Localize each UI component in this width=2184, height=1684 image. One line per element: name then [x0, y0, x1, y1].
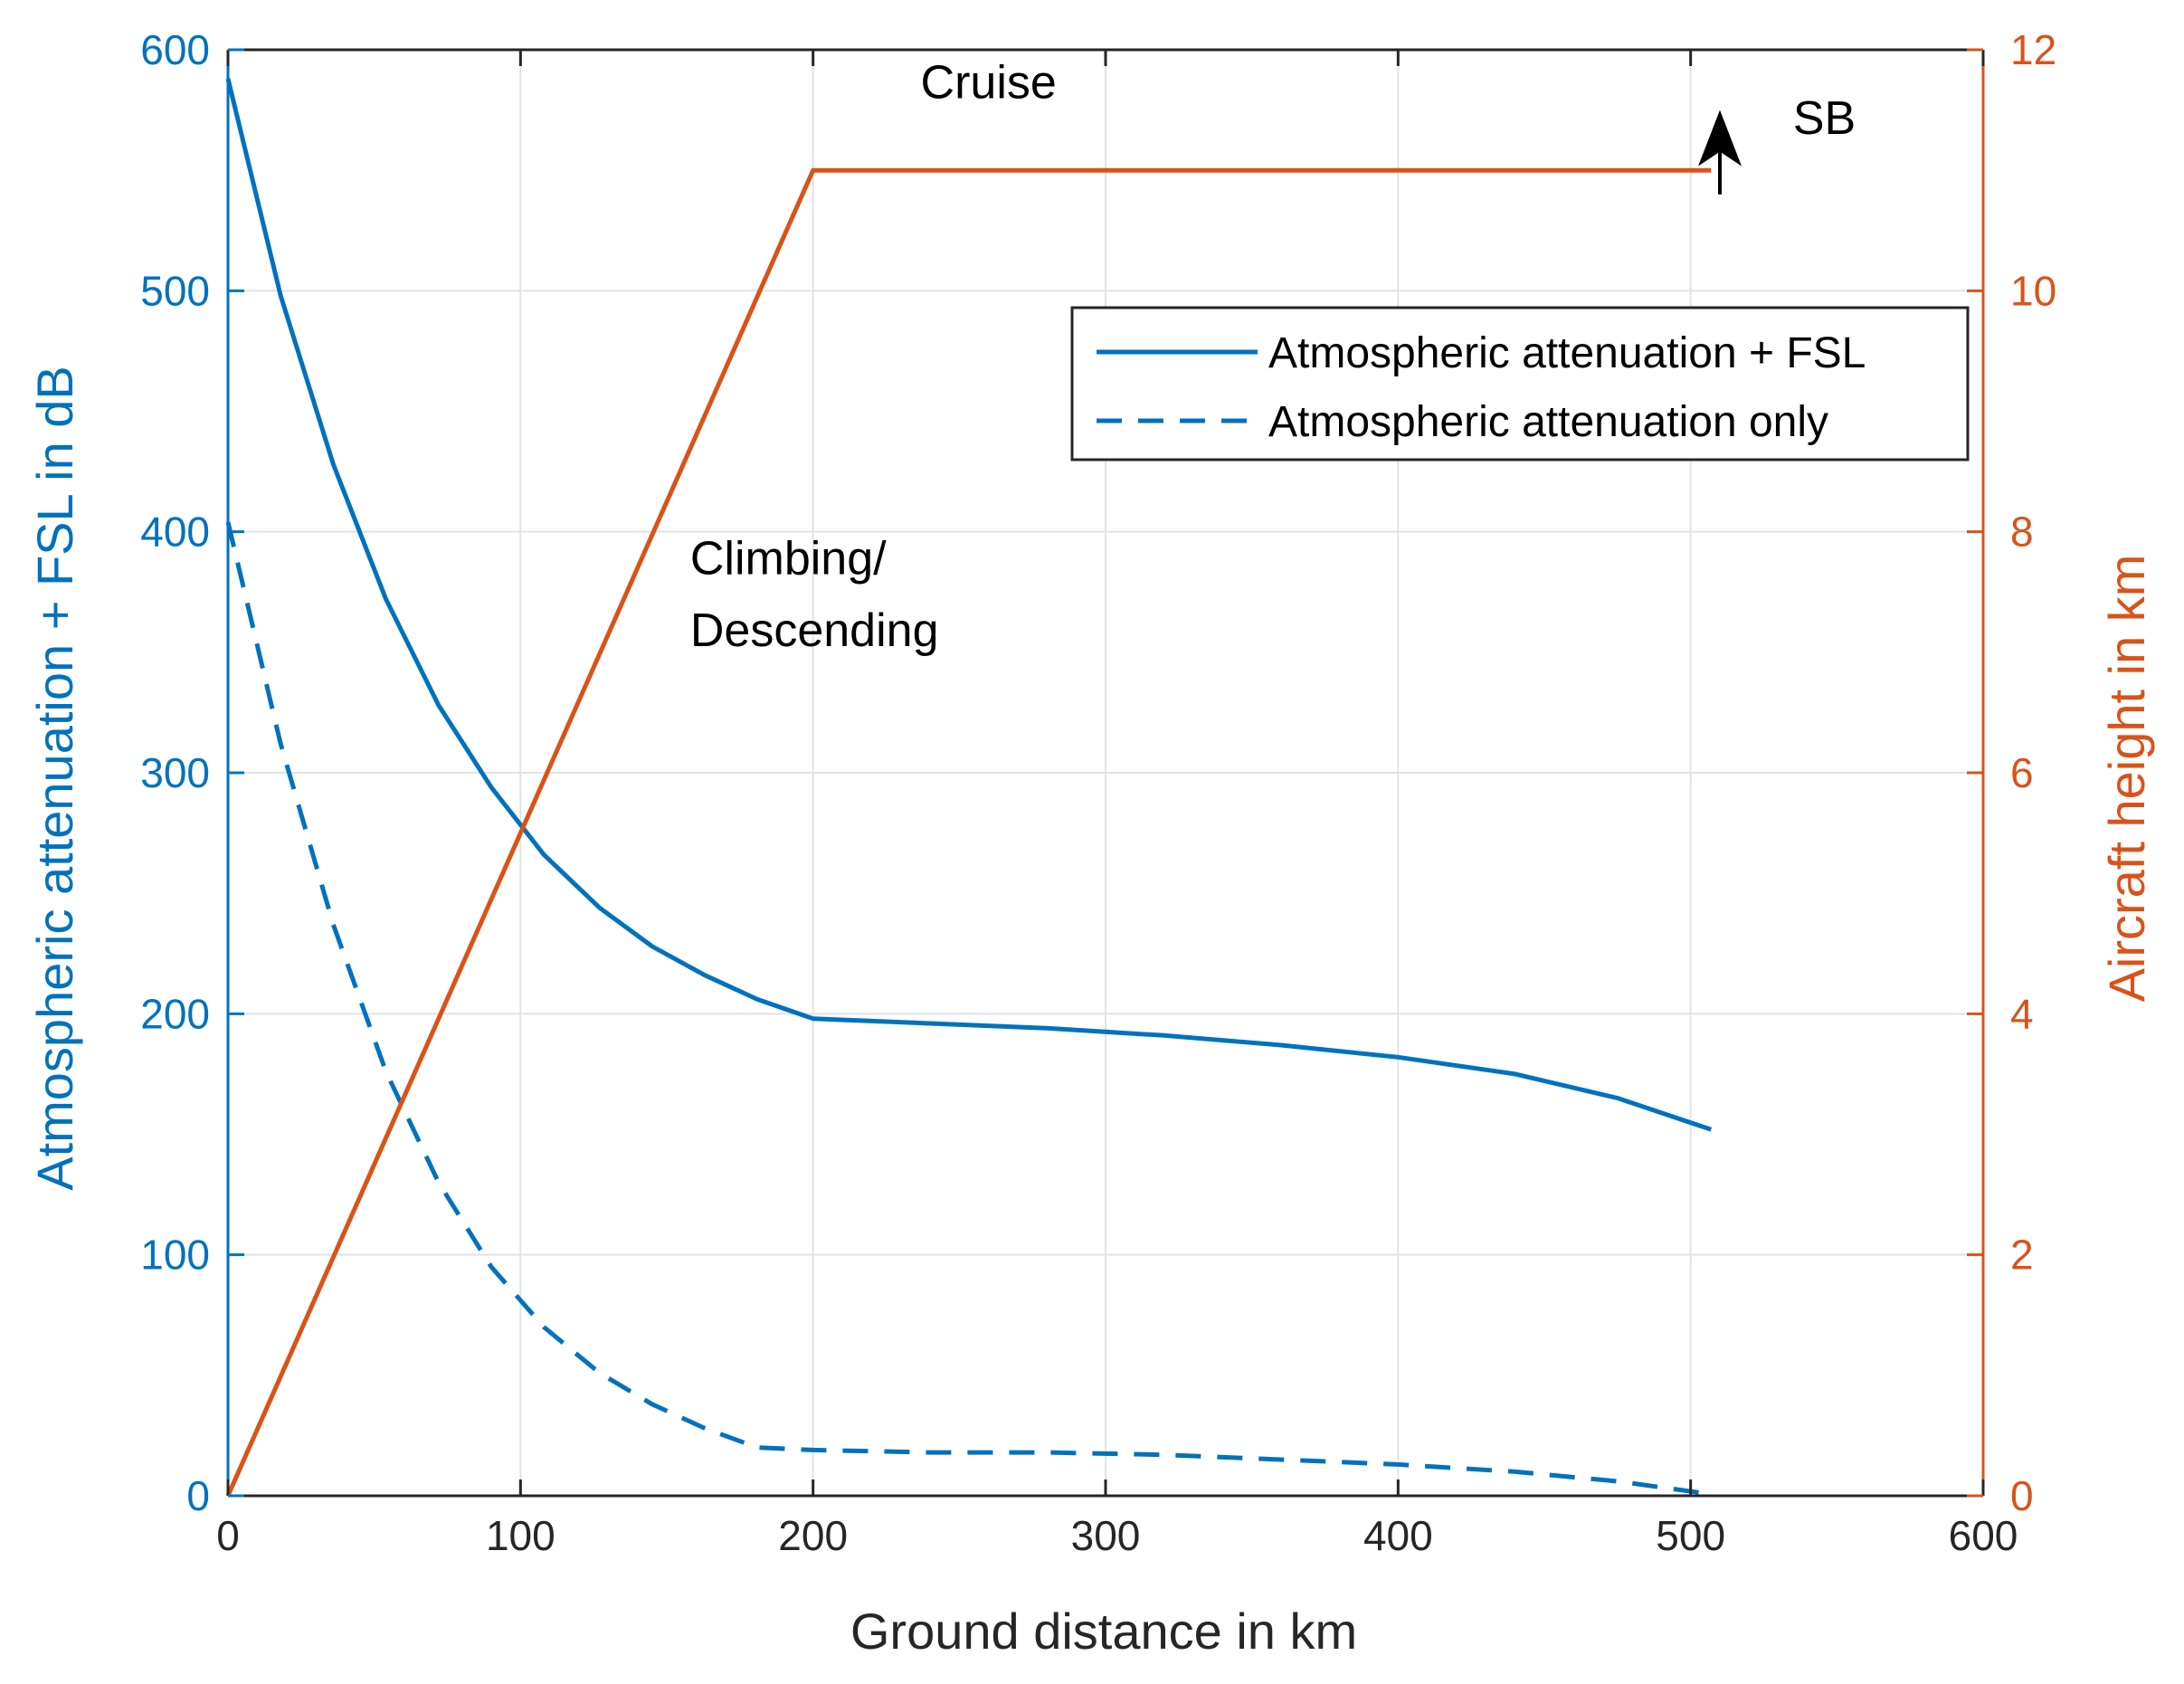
series-line-0	[225, 78, 1713, 1132]
left-axis-title: Atmospheric attenuation + FSL in dB	[26, 366, 83, 1191]
series-line-2	[225, 167, 1712, 1498]
legend-label-dashed: Atmospheric attenuation only	[1268, 398, 1828, 446]
annotation-label-0: Cruise	[921, 56, 1057, 109]
left-tick-label: 0	[186, 1472, 210, 1519]
x-tick-label: 600	[1949, 1512, 2018, 1559]
right-tick-label: 10	[2010, 267, 2056, 314]
left-tick-label: 300	[140, 749, 210, 796]
left-tick-label: 200	[140, 990, 210, 1037]
left-tick-label: 500	[140, 267, 210, 314]
left-tick-label: 400	[140, 509, 210, 556]
legend: Atmospheric attenuation + FSL Atmospheri…	[1070, 306, 1970, 461]
arrow-head-icon	[1698, 109, 1742, 166]
tick-labels: 0 100 200 300 400 500 600010020030040050060002…	[140, 26, 2056, 1559]
right-tick-label: 4	[2010, 990, 2034, 1037]
series-line-1	[225, 521, 1706, 1496]
x-tick-label: 500	[1656, 1512, 1725, 1559]
left-tick-label: 100	[140, 1232, 210, 1279]
x-tick-label: 200	[778, 1512, 848, 1559]
grid-lines	[228, 50, 1983, 1496]
right-tick-label: 12	[2010, 26, 2056, 73]
right-tick-label: 6	[2010, 749, 2034, 796]
data-series	[225, 78, 1713, 1498]
x-tick-label: 300	[1071, 1512, 1141, 1559]
x-axis-title: Ground distance in km	[850, 1603, 1357, 1660]
x-tick-label: 100	[486, 1512, 555, 1559]
right-tick-label: 8	[2010, 509, 2034, 556]
annotation-label-2: Descending	[690, 604, 939, 657]
x-tick-label: 0	[216, 1512, 240, 1559]
right-tick-label: 2	[2010, 1232, 2034, 1279]
legend-box	[1070, 306, 1970, 461]
annotation-label-3: SB	[1793, 92, 1856, 145]
right-tick-label: 0	[2010, 1472, 2034, 1519]
annotation-label-1: Climbing/	[690, 532, 887, 585]
annotations: Cruise Climbing/Descending SB	[690, 56, 1856, 657]
axes	[226, 48, 1985, 1498]
right-axis-title: Aircraft height in km	[2098, 555, 2155, 1003]
legend-label-solid: Atmospheric attenuation + FSL	[1268, 329, 1866, 377]
x-tick-label: 400	[1363, 1512, 1433, 1559]
left-tick-label: 600	[140, 26, 210, 73]
